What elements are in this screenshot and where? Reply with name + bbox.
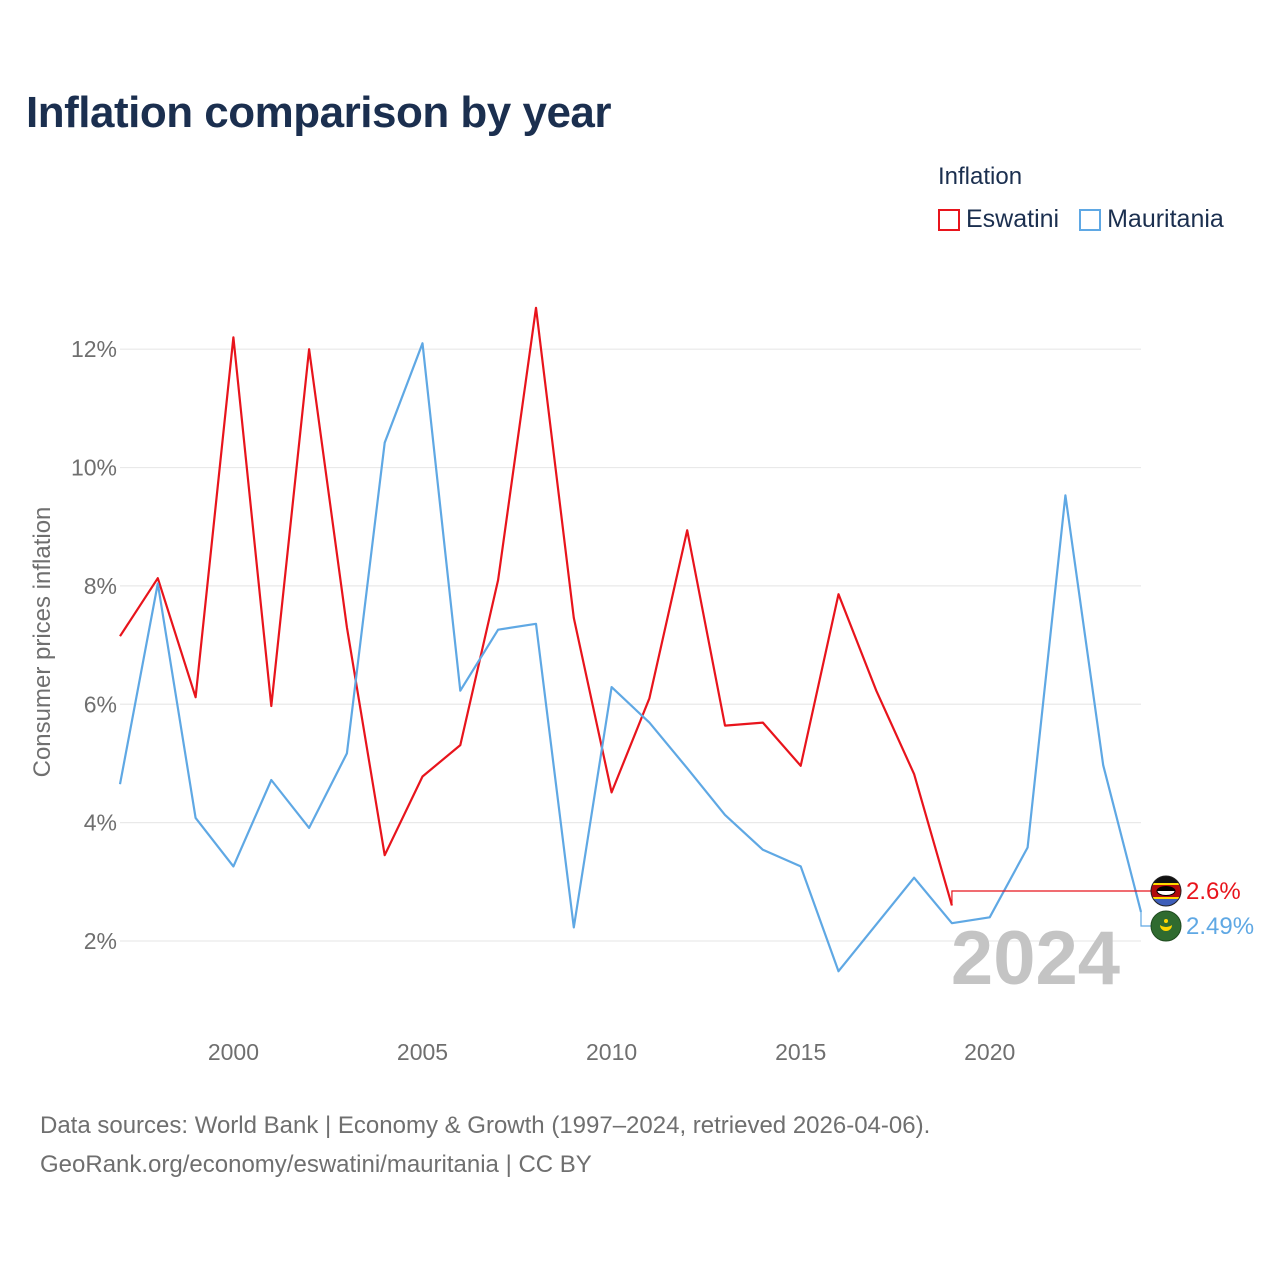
- legend-item-mauritania[interactable]: Mauritania: [1079, 205, 1224, 234]
- chart-title: Inflation comparison by year: [26, 88, 612, 137]
- y-tick-label-12: 12%: [71, 336, 117, 362]
- y-tick-label-2: 2%: [84, 928, 117, 954]
- x-tick-label-2005: 2005: [397, 1039, 448, 1065]
- series-lines: [118, 306, 1143, 973]
- legend-label-eswatini: Eswatini: [966, 205, 1060, 233]
- legend-title: Inflation: [938, 163, 1023, 190]
- end-labels: 2.6% 2.49%: [951, 875, 1254, 942]
- y-tick-label-10: 10%: [71, 455, 117, 481]
- legend-swatch-mauritania: [1079, 208, 1102, 231]
- x-tick-label-2000: 2000: [208, 1039, 259, 1065]
- y-tick-label-4: 4%: [84, 810, 117, 836]
- end-label-mauritania: 2.49%: [1186, 913, 1254, 940]
- sources-line-2: GeoRank.org/economy/eswatini/mauritania …: [40, 1151, 592, 1178]
- grid-lines: [120, 348, 1141, 942]
- series-line-eswatini: [119, 306, 953, 906]
- x-tick-label-2010: 2010: [586, 1039, 637, 1065]
- connector-mauritania: [1140, 911, 1152, 927]
- legend-swatch-eswatini: [938, 208, 960, 231]
- mauritania-flag-icon: [1150, 910, 1182, 942]
- x-tick-label-2015: 2015: [775, 1039, 826, 1065]
- series-line-mauritania: [118, 342, 1143, 973]
- y-tick-label-6: 6%: [84, 691, 117, 717]
- x-tick-label-2020: 2020: [964, 1039, 1015, 1065]
- data-sources: Data sources: World Bank | Economy & Gro…: [40, 1106, 930, 1184]
- y-axis-ticks: 2% 4% 6% 8% 10% 12%: [71, 336, 117, 954]
- year-watermark: 2024: [951, 916, 1120, 1001]
- y-tick-label-8: 8%: [84, 573, 117, 599]
- legend: Eswatini Mauritania: [938, 205, 1224, 234]
- legend-item-eswatini[interactable]: Eswatini: [938, 205, 1059, 234]
- x-axis-ticks: 2000 2005 2010 2015 2020: [208, 1039, 1015, 1065]
- end-label-eswatini: 2.6%: [1186, 878, 1241, 905]
- eswatini-flag-icon: [1150, 875, 1182, 907]
- legend-label-mauritania: Mauritania: [1107, 205, 1224, 233]
- y-axis-label: Consumer prices inflation: [29, 507, 56, 778]
- line-chart: 2% 4% 6% 8% 10% 12% 2000 2005 2010 2015 2020 Cons…: [29, 306, 1254, 1065]
- connector-eswatini: [951, 890, 1152, 906]
- sources-line-1: Data sources: World Bank | Economy & Gro…: [40, 1112, 931, 1139]
